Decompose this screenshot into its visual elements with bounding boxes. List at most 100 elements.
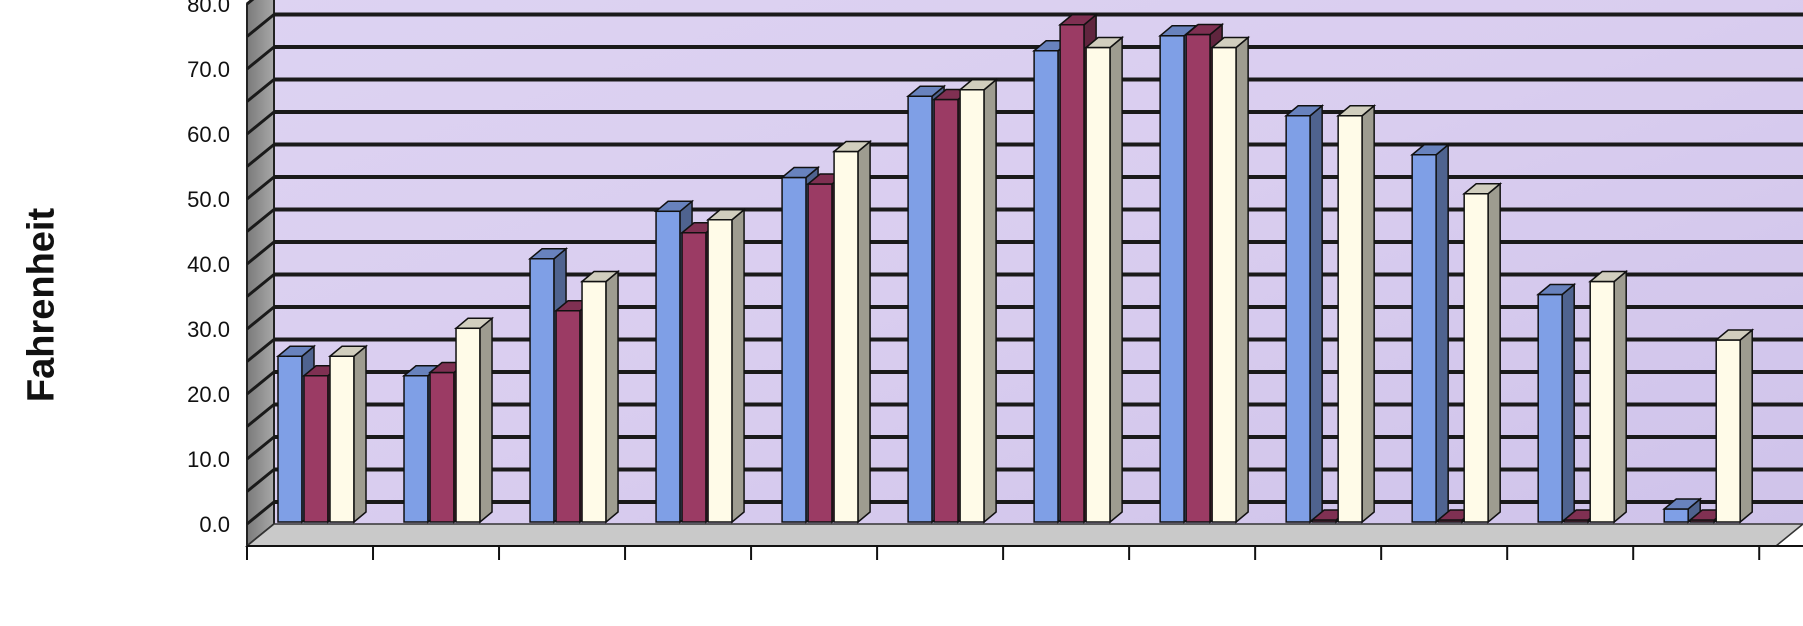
gridline-side	[246, 370, 275, 396]
bar-front	[1411, 154, 1437, 523]
bar	[327, 344, 369, 524]
bar-side	[1739, 328, 1753, 524]
gridline-side	[246, 143, 275, 168]
bar-front	[277, 355, 303, 523]
bar-top	[906, 85, 947, 97]
bar-top	[1588, 270, 1629, 283]
y-tick-label: 10.0	[187, 447, 230, 472]
gridline-side	[246, 273, 275, 298]
bar-front	[581, 280, 607, 523]
gridline-side	[246, 305, 275, 331]
bar-front	[781, 176, 807, 523]
bar-front	[555, 310, 581, 523]
bar-side	[1361, 104, 1375, 524]
bar-front	[529, 258, 555, 523]
bar-top	[1714, 329, 1755, 341]
bar-top	[1058, 14, 1099, 26]
bar-front	[1285, 115, 1311, 523]
bar-front	[1463, 193, 1489, 523]
bar-front	[707, 219, 733, 523]
gridline-side	[246, 175, 275, 201]
bar	[1210, 35, 1251, 524]
gridline-side	[246, 468, 275, 493]
y-tick-label: 50.0	[187, 187, 230, 212]
bar-top	[653, 200, 695, 213]
bar-front	[329, 355, 355, 523]
bar-front	[1337, 115, 1363, 523]
bar-top	[1336, 105, 1377, 117]
bar	[705, 208, 747, 524]
bar-front	[1159, 35, 1185, 523]
bar-top	[832, 140, 873, 153]
bar-top	[453, 317, 495, 330]
gridline-side	[246, 0, 255, 6]
bar-front	[907, 95, 933, 523]
bar-side	[983, 78, 997, 524]
bar-side	[1109, 35, 1123, 524]
bar-top	[327, 345, 369, 357]
bar	[806, 172, 847, 524]
bar-side	[1309, 104, 1323, 524]
bar-side	[1561, 282, 1575, 524]
gridline-side	[246, 45, 275, 71]
bar-top	[1662, 498, 1703, 510]
bar-front	[959, 89, 985, 523]
gridline-side	[246, 208, 275, 233]
bar-front	[1589, 280, 1615, 523]
y-axis-label: Fahrenheit	[20, 207, 63, 403]
bar-top	[1410, 144, 1451, 156]
bar-top	[705, 209, 747, 221]
bar-front	[1715, 339, 1741, 523]
bar-side	[1435, 143, 1449, 524]
y-tick-label: 60.0	[187, 122, 230, 147]
bar	[1462, 182, 1503, 524]
bar	[1084, 35, 1125, 524]
y-tick-label: 30.0	[187, 317, 230, 342]
bar-side	[605, 269, 619, 524]
gridline-side	[246, 240, 275, 266]
bar-front	[303, 375, 329, 523]
bar-side	[857, 139, 871, 524]
bar-front	[1663, 508, 1689, 523]
bar-front	[1033, 50, 1059, 523]
bar-front	[807, 183, 833, 523]
bar-front	[1059, 24, 1085, 523]
bar-top	[1184, 23, 1225, 36]
bar-side	[479, 316, 493, 524]
floor	[244, 523, 1803, 547]
bar-front	[933, 98, 959, 523]
bar-top	[1084, 36, 1125, 49]
bar	[1336, 104, 1377, 524]
y-tick-label: 20.0	[187, 382, 230, 407]
bar	[579, 269, 621, 524]
y-axis-label-area: Fahrenheit	[0, 0, 80, 621]
bar-front	[1211, 46, 1237, 523]
y-tick-label: 70.0	[187, 57, 230, 82]
bar-front	[681, 232, 707, 523]
bar	[1284, 104, 1325, 524]
bar-top	[1536, 283, 1577, 296]
bar	[958, 78, 999, 524]
bar	[1714, 328, 1755, 524]
bar	[453, 316, 495, 524]
gridline-side	[246, 78, 275, 103]
bar-side	[1487, 182, 1501, 524]
bar-front	[1537, 293, 1563, 523]
bar	[653, 199, 695, 524]
bar	[1410, 143, 1451, 524]
bar	[1536, 282, 1577, 524]
bar-front	[1085, 46, 1111, 523]
bar-top	[1462, 183, 1503, 195]
bar-front	[455, 327, 481, 523]
bar	[1588, 269, 1629, 524]
bar-top	[958, 79, 999, 91]
bar-front	[655, 210, 681, 523]
bar-top	[1210, 36, 1251, 49]
bar-top	[780, 166, 821, 179]
bar-front	[429, 371, 455, 523]
bar-front	[833, 150, 859, 523]
bar-top	[1284, 105, 1325, 117]
bar-front	[403, 375, 429, 523]
